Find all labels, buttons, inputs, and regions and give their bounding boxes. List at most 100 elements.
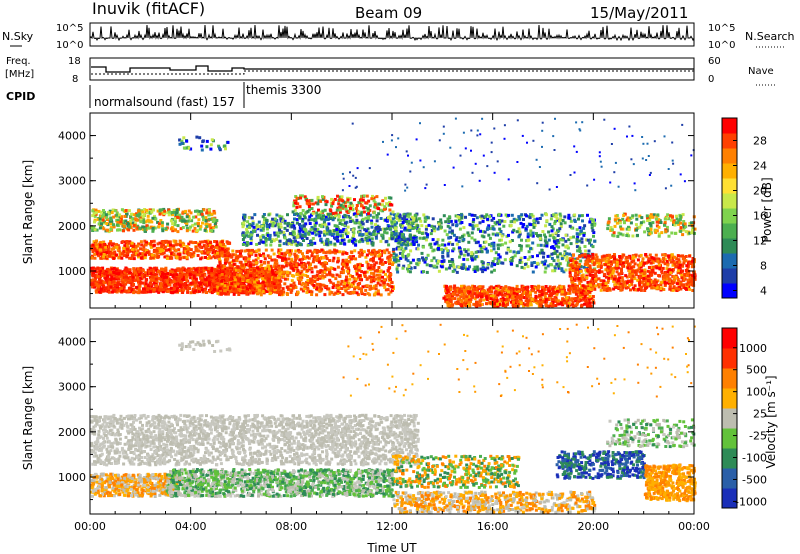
echo-cell — [371, 215, 375, 219]
echo-cell — [228, 290, 232, 294]
echo-cell — [274, 237, 278, 241]
echo-cell — [98, 226, 102, 230]
echo-cell — [413, 226, 417, 230]
echo-cell — [369, 263, 373, 267]
echo-cell — [112, 215, 116, 219]
echo-cell — [239, 270, 243, 274]
echo-cell — [288, 253, 292, 257]
echo-cell — [492, 216, 496, 220]
echo-cell — [92, 271, 95, 275]
echo-cell — [507, 213, 511, 217]
echo-cell — [421, 245, 425, 249]
echo-cell — [294, 286, 298, 289]
echo-cell — [345, 209, 349, 213]
echo-cell — [136, 267, 140, 271]
echo-cell — [282, 233, 286, 237]
echo-cell — [338, 205, 341, 209]
echo-cell — [391, 261, 395, 265]
echo-cell — [415, 240, 419, 244]
echo-cell — [91, 282, 95, 286]
echo-cell — [132, 283, 135, 286]
echo-cell — [550, 252, 554, 256]
echo-cell — [529, 229, 533, 233]
echo-cell — [386, 288, 390, 292]
echo-cell — [205, 291, 208, 294]
echo-cell — [369, 284, 372, 288]
echo-cell — [560, 257, 564, 261]
echo-cell — [525, 214, 529, 218]
echo-cell — [137, 242, 141, 246]
echo-cell — [149, 282, 153, 286]
echo-cell — [220, 253, 224, 257]
echo-cell — [334, 214, 337, 218]
echo-cell — [175, 273, 179, 277]
echo-cell — [236, 285, 240, 288]
echo-cell — [169, 273, 173, 276]
echo-cell — [348, 216, 352, 220]
echo-cell — [395, 237, 399, 241]
echo-cell — [251, 291, 255, 295]
echo-cell — [357, 251, 361, 255]
echo-cell — [284, 257, 287, 261]
echo-cell — [232, 262, 236, 266]
echo-cell — [476, 268, 479, 272]
echo-cell — [351, 239, 354, 243]
echo-cell — [264, 239, 268, 243]
echo-cell — [263, 269, 267, 273]
echo-cell — [96, 287, 100, 291]
echo-cell — [139, 268, 143, 272]
echo-cell — [358, 278, 362, 282]
echo-cell — [591, 229, 595, 233]
echo-cell — [280, 264, 284, 268]
echo-cell — [230, 267, 234, 271]
echo-cell — [98, 273, 101, 277]
echo-cell — [97, 209, 101, 213]
echo-cell — [278, 255, 282, 259]
echo-cell — [352, 255, 355, 259]
echo-cell — [381, 203, 384, 207]
echo-cell — [137, 270, 140, 274]
echo-cell — [273, 258, 277, 262]
echo-cell — [509, 262, 513, 266]
echo-cell — [215, 273, 219, 277]
echo-cell — [91, 250, 95, 254]
echo-cell — [551, 233, 555, 237]
echo-cell — [440, 243, 444, 247]
echo-cell — [381, 227, 385, 231]
echo-cell — [180, 271, 184, 275]
echo-cell — [207, 250, 211, 254]
echo-cell — [310, 207, 314, 210]
echo-cell — [424, 225, 428, 229]
echo-cell — [451, 231, 454, 235]
echo-cell — [493, 263, 497, 267]
echo-cell — [328, 290, 332, 294]
echo-cell — [269, 291, 273, 295]
echo-cell — [268, 269, 272, 273]
echo-cell — [316, 278, 320, 281]
echo-cell — [255, 278, 259, 282]
echo-cell — [117, 274, 120, 278]
echo-cell — [163, 285, 166, 289]
echo-cell — [383, 251, 387, 255]
echo-cell — [272, 265, 276, 269]
echo-cell — [397, 263, 401, 267]
echo-cell — [548, 254, 552, 258]
echo-cell — [245, 233, 249, 237]
echo-cell — [364, 232, 368, 236]
echo-cell — [135, 286, 139, 289]
echo-cell — [557, 229, 561, 233]
echo-cell — [179, 218, 183, 222]
echo-cell — [202, 266, 206, 270]
echo-cell — [223, 284, 227, 288]
echo-cell — [277, 248, 281, 252]
echo-cell — [242, 213, 246, 217]
echo-cell — [134, 217, 137, 221]
echo-cell — [336, 291, 340, 295]
echo-cell — [256, 256, 260, 260]
echo-cell — [247, 280, 251, 284]
echo-cell — [226, 268, 230, 272]
echo-cell — [410, 242, 414, 246]
echo-cell — [290, 249, 293, 253]
echo-cell — [332, 232, 336, 236]
echo-cell — [372, 286, 376, 290]
